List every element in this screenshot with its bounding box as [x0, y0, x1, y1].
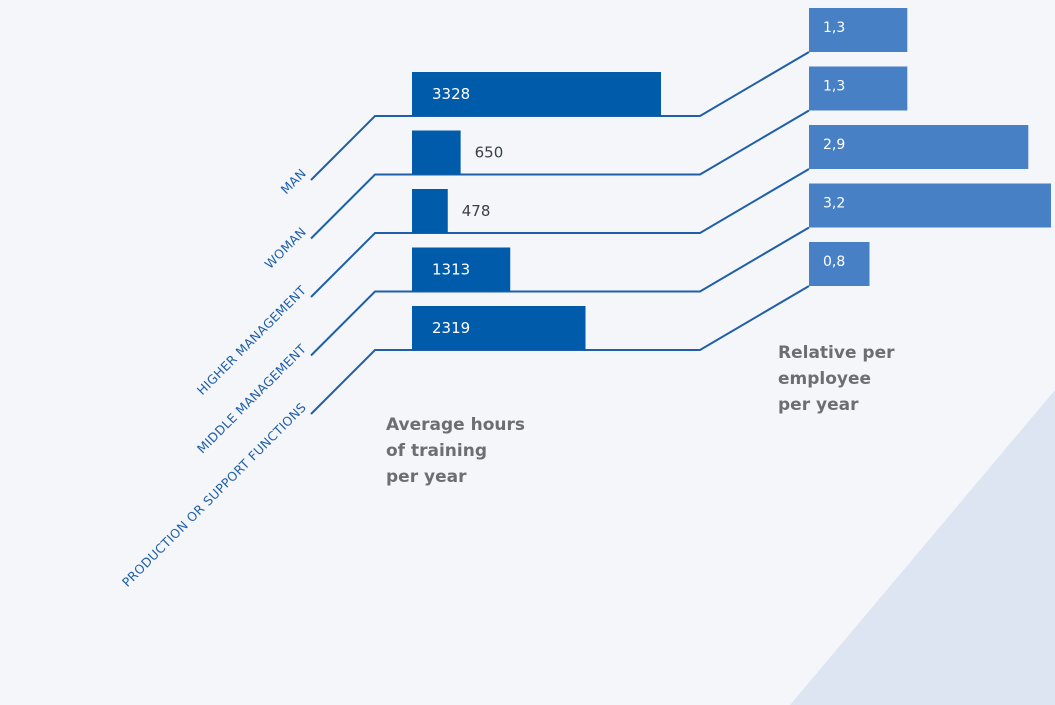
hours-value-label: 478	[462, 202, 491, 220]
relative-bar	[809, 242, 870, 286]
category-label: MIDDLE MANAGEMENT	[194, 341, 309, 456]
hours-value-label: 2319	[432, 319, 470, 337]
hours-value-label: 650	[475, 144, 504, 162]
hours-bar	[412, 306, 586, 350]
hours-bar	[412, 130, 461, 175]
hours-bars: 3328 650 478 1313 2319	[412, 72, 661, 350]
hours-bar	[412, 247, 511, 292]
connector-line	[310, 168, 810, 298]
relative-value-label: 1,3	[823, 79, 845, 95]
hours-bar	[412, 72, 661, 116]
relative-value-label: 0,8	[823, 254, 845, 270]
relative-value-label: 1,3	[823, 20, 845, 36]
relative-bars: 1,3 1,3 2,9 3,2 0,8	[809, 8, 1051, 286]
relative-value-label: 3,2	[823, 196, 845, 212]
connector-line	[310, 109, 810, 240]
hours-caption: Average hours of training per year	[386, 415, 526, 487]
relative-bar	[809, 125, 1029, 169]
relative-bar	[809, 183, 1051, 228]
relative-value-label: 2,9	[823, 137, 845, 153]
category-label: HIGHER MANAGEMENT	[194, 282, 309, 397]
relative-bar	[809, 66, 908, 111]
relative-bar	[809, 8, 908, 52]
hours-value-label: 1313	[432, 261, 470, 279]
category-label: WOMAN	[261, 224, 309, 272]
hours-value-label: 3328	[432, 85, 470, 103]
hours-bar	[412, 189, 448, 233]
decorative-triangle	[790, 390, 1055, 705]
relative-caption: Relative per employee per year	[778, 343, 895, 415]
connector-line	[310, 226, 810, 357]
category-label: MAN	[278, 166, 310, 198]
